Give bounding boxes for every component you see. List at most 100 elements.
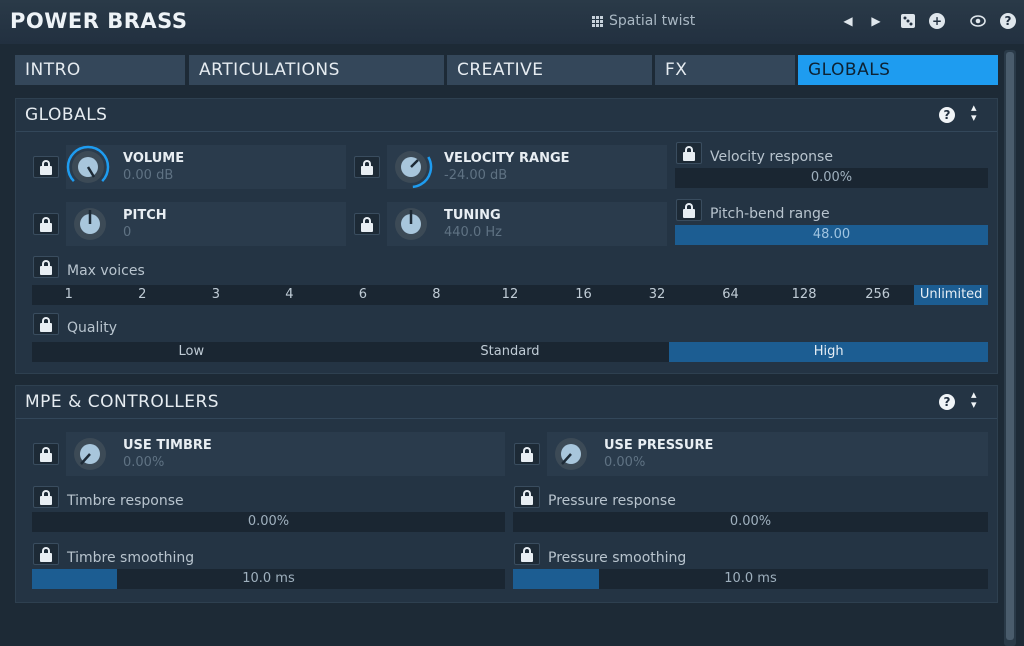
max-voices-option[interactable]: 3 [211,287,220,302]
plus-icon[interactable]: + [929,13,945,29]
pitch-name: PITCH [123,208,167,223]
velocity-range-control [387,145,667,189]
volume-knob[interactable] [66,145,110,189]
pressure-smoothing-lock-icon[interactable] [514,543,540,565]
use-pressure-lock-icon[interactable] [514,443,540,465]
dice-icon[interactable] [900,13,916,29]
max-voices-option[interactable]: 8 [432,287,441,302]
max-voices-lock-icon[interactable] [33,256,59,278]
grid-icon [592,15,603,27]
tab-articulations[interactable]: ARTICULATIONS [189,55,444,85]
velocity-range-lock-icon[interactable] [354,156,380,178]
quality-selector[interactable]: Low Standard High [32,342,989,362]
max-voices-option[interactable]: 16 [575,287,592,302]
pitch-bend-lock-icon[interactable] [676,199,702,221]
pressure-response-label: Pressure response [548,493,676,509]
quality-lock-icon[interactable] [33,313,59,335]
timbre-smoothing-label: Timbre smoothing [67,550,195,566]
use-timbre-knob[interactable] [68,432,112,476]
quality-option-standard[interactable]: Standard [480,344,540,359]
tab-creative[interactable]: CREATIVE [447,55,652,85]
timbre-response-slider[interactable]: 0.00% [32,512,505,532]
max-voices-option[interactable]: 256 [865,287,891,302]
max-voices-option[interactable]: 2 [138,287,147,302]
timbre-smoothing-slider[interactable]: 10.0 ms [32,569,505,589]
max-voices-option-selected[interactable]: Unlimited [914,285,988,305]
pressure-response-value: 0.00% [729,514,772,529]
pressure-smoothing-fill [513,569,599,589]
tuning-knob[interactable] [389,202,433,246]
timbre-smoothing-fill [32,569,118,589]
scrollbar[interactable] [1004,50,1016,646]
pitch-knob[interactable] [68,202,112,246]
volume-lock-icon[interactable] [33,156,59,178]
globals-help-icon[interactable]: ? [939,107,955,123]
max-voices-option[interactable]: 64 [722,287,739,302]
max-voices-option[interactable]: 32 [648,287,666,302]
globals-header: GLOBALS ? ▴ ▾ [16,99,997,132]
pressure-smoothing-slider[interactable]: 10.0 ms [513,569,988,589]
globals-panel: GLOBALS ? ▴ ▾ VOLUME 0.00 dB VELOCITY RAN… [15,98,998,374]
tab-bar: INTRO ARTICULATIONS CREATIVE FX GLOBALS [15,55,998,85]
use-timbre-control [66,432,505,476]
velocity-response-lock-icon[interactable] [676,142,702,164]
pressure-smoothing-value: 10.0 ms [724,571,777,586]
preset-selector[interactable]: Spatial twist [592,13,695,29]
timbre-smoothing-lock-icon[interactable] [33,543,59,565]
timbre-response-lock-icon[interactable] [33,486,59,508]
tab-globals[interactable]: GLOBALS [798,55,998,85]
velocity-response-slider[interactable]: 0.00% [675,168,988,188]
top-bar: POWER BRASS Spatial twist ◀ ▶ + ? [0,0,1024,44]
volume-value: 0.00 dB [123,168,174,183]
mpe-title: MPE & CONTROLLERS [25,392,220,412]
mpe-collapse-icon[interactable]: ▴ ▾ [971,388,977,411]
help-icon[interactable]: ? [1000,13,1016,29]
max-voices-label: Max voices [67,263,145,279]
pressure-smoothing-label: Pressure smoothing [548,550,687,566]
tuning-name: TUNING [444,208,501,223]
mpe-header: MPE & CONTROLLERS ? ▴ ▾ [16,386,997,419]
max-voices-option[interactable]: 6 [358,287,368,302]
eye-icon[interactable] [970,13,986,29]
velocity-response-value: 0.00% [810,170,853,185]
pitch-bend-value: 48.00 [812,227,851,242]
max-voices-option[interactable]: 4 [285,287,294,302]
velocity-range-name: VELOCITY RANGE [444,151,570,166]
pitch-lock-icon[interactable] [33,213,59,235]
use-pressure-name: USE PRESSURE [604,438,714,453]
timbre-response-label: Timbre response [67,493,184,509]
prev-arrow-icon[interactable]: ◀ [843,14,853,28]
pressure-response-lock-icon[interactable] [514,486,540,508]
max-voices-selector[interactable]: 1 2 3 4 6 8 12 16 32 64 128 256 Unlimite… [32,285,988,305]
quality-option-high[interactable]: High [669,342,989,362]
next-arrow-icon[interactable]: ▶ [871,14,881,28]
max-voices-option[interactable]: 1 [64,287,73,302]
pressure-response-slider[interactable]: 0.00% [513,512,988,532]
velocity-range-knob[interactable] [389,145,433,189]
max-voices-option[interactable]: 12 [501,287,519,302]
timbre-smoothing-value: 10.0 ms [242,571,295,586]
quality-label: Quality [67,320,118,336]
tuning-lock-icon[interactable] [354,213,380,235]
pitch-bend-label: Pitch-bend range [710,206,830,222]
tab-fx[interactable]: FX [655,55,795,85]
tab-intro[interactable]: INTRO [15,55,185,85]
scroll-thumb[interactable] [1006,52,1014,640]
use-pressure-knob[interactable] [549,432,593,476]
preset-name: Spatial twist [609,13,696,29]
max-voices-option[interactable]: 128 [791,287,817,302]
use-pressure-value: 0.00% [604,455,646,470]
app-title: POWER BRASS [10,9,188,33]
globals-title: GLOBALS [25,105,108,125]
pitch-bend-slider[interactable]: 48.00 [675,225,988,245]
volume-name: VOLUME [123,151,185,166]
quality-option-low[interactable]: Low [178,344,205,359]
velocity-range-value: -24.00 dB [444,168,508,183]
mpe-help-icon[interactable]: ? [939,394,955,410]
timbre-response-value: 0.00% [247,514,290,529]
globals-collapse-icon[interactable]: ▴ ▾ [971,101,977,124]
use-timbre-lock-icon[interactable] [33,443,59,465]
pitch-control [66,202,346,246]
use-timbre-value: 0.00% [123,455,165,470]
use-timbre-name: USE TIMBRE [123,438,212,453]
